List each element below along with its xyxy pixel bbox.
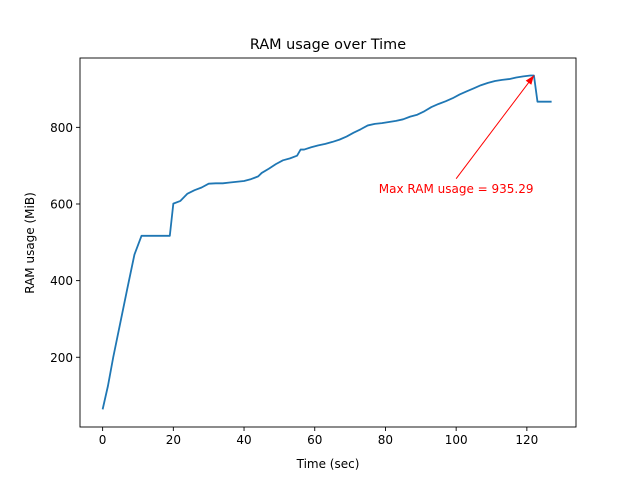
x-tick-label: 100 [445,433,468,447]
y-tick-label: 200 [50,351,73,365]
y-axis-label: RAM usage (MiB) [23,192,37,294]
x-tick-label: 20 [166,433,181,447]
annotation-arrow-line [455,75,535,179]
plot-area: Max RAM usage = 935.29 [79,57,577,428]
chart-title: RAM usage over Time [250,37,406,53]
plot-frame [79,57,577,428]
y-axis: 200 400 600 800 [50,121,80,365]
annotation-layer: Max RAM usage = 935.29 [379,75,535,196]
x-tick-label: 40 [236,433,251,447]
series-layer [101,74,552,410]
annotation-arrow-head [525,75,534,85]
x-tick-label: 60 [307,433,322,447]
max-ram-annotation: Max RAM usage = 935.29 [379,182,534,196]
x-tick-label: 80 [378,433,393,447]
y-tick-label: 600 [50,197,73,211]
x-tick-label: 0 [99,433,107,447]
y-tick-label: 400 [50,274,73,288]
x-axis-label: Time (sec) [296,457,360,471]
x-axis: 0 20 40 60 80 100 120 [99,427,538,447]
x-tick-label: 120 [515,433,538,447]
ram-usage-line [101,74,552,410]
y-tick-label: 800 [50,121,73,135]
